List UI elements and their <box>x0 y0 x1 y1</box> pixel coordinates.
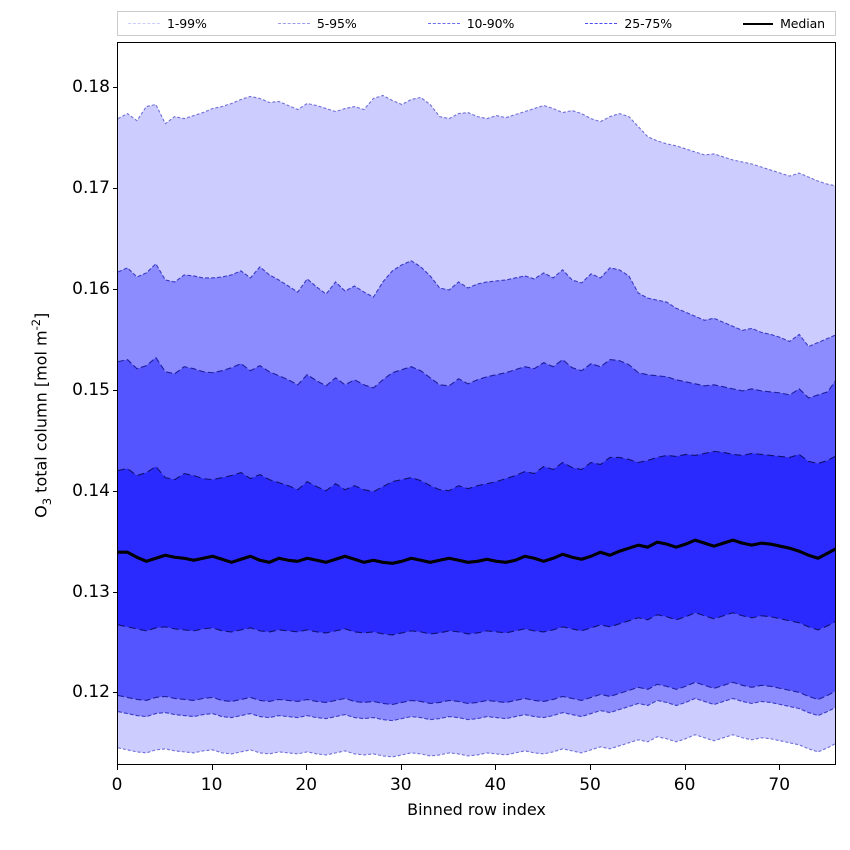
y-tick-mark <box>113 389 118 391</box>
y-tick-label: 0.18 <box>72 77 110 98</box>
y-tick-label: 0.14 <box>72 480 110 501</box>
x-tick-mark <box>495 765 497 770</box>
band-1-99-lower-edge <box>118 734 835 758</box>
median-line <box>118 538 835 565</box>
legend-entry-10-90[interactable]: 10-90% <box>427 16 515 31</box>
band-5-95-upper-edge <box>118 260 835 348</box>
x-tick-mark <box>590 765 592 770</box>
x-tick-mark <box>306 765 308 770</box>
chart-legend: 1-99% 5-95% 10-90% 25-75% Median <box>117 11 836 36</box>
band-10-90-lower-edge <box>118 681 835 706</box>
band-25-75-upper-edge <box>118 450 835 493</box>
band-5-95-lower-edge <box>118 697 835 722</box>
plot-area <box>117 42 836 765</box>
y-axis-label-sup: -2 <box>29 318 44 331</box>
band-25-75-area <box>118 451 835 635</box>
y-axis-label-suffix: ] <box>31 312 51 319</box>
x-axis-label: Binned row index <box>407 800 546 819</box>
legend-entry-5-95[interactable]: 5-95% <box>277 16 357 31</box>
band-10-90-upper-edge <box>118 356 835 399</box>
legend-label: 1-99% <box>167 16 207 31</box>
y-tick-label: 0.13 <box>72 581 110 602</box>
legend-entry-median[interactable]: Median <box>743 16 825 31</box>
legend-label: 10-90% <box>466 16 515 31</box>
y-tick-mark <box>113 692 118 694</box>
y-tick-label: 0.17 <box>72 178 110 199</box>
x-tick-mark <box>779 765 781 770</box>
legend-label: Median <box>780 16 825 31</box>
x-tick-mark <box>117 765 118 770</box>
legend-label: 25-75% <box>624 16 672 31</box>
band-25-75-lower-edge <box>118 612 835 636</box>
x-tick-label: 0 <box>111 775 123 795</box>
y-tick-mark <box>113 87 118 89</box>
y-tick-mark <box>113 289 118 291</box>
legend-line-sample-icon <box>743 22 774 25</box>
x-tick-mark <box>400 765 402 770</box>
y-tick-label: 0.16 <box>72 279 110 300</box>
x-tick-mark <box>211 765 213 770</box>
y-tick-mark <box>113 490 118 492</box>
y-axis-label-prefix: O <box>31 505 51 518</box>
x-tick-label: 50 <box>579 775 601 795</box>
x-tick-label: 10 <box>200 775 223 795</box>
y-axis-label: O3 total column [mol m-2] <box>29 54 54 777</box>
legend-line-sample-icon <box>585 23 618 24</box>
legend-entry-25-75[interactable]: 25-75% <box>585 16 672 31</box>
x-tick-mark <box>684 765 686 770</box>
legend-label: 5-95% <box>316 16 357 31</box>
x-tick-label: 60 <box>673 775 696 795</box>
y-axis-label-sub: 3 <box>39 497 54 506</box>
band-1-99-upper-edge <box>118 94 835 187</box>
y-tick-label: 0.15 <box>72 379 110 400</box>
y-axis-label-mid: total column [mol m <box>31 330 51 498</box>
x-tick-label: 40 <box>484 775 507 795</box>
x-tick-label: 20 <box>295 775 318 795</box>
legend-line-sample-icon <box>277 23 310 24</box>
y-tick-label: 0.12 <box>72 682 110 703</box>
percentile-band-chart <box>118 94 835 758</box>
legend-line-sample-icon <box>427 23 460 24</box>
y-tick-mark <box>113 188 118 190</box>
y-tick-mark <box>113 591 118 593</box>
x-tick-label: 70 <box>768 775 791 795</box>
x-tick-label: 30 <box>389 775 412 795</box>
legend-entry-1-99[interactable]: 1-99% <box>128 16 207 31</box>
legend-line-sample-icon <box>128 23 160 24</box>
